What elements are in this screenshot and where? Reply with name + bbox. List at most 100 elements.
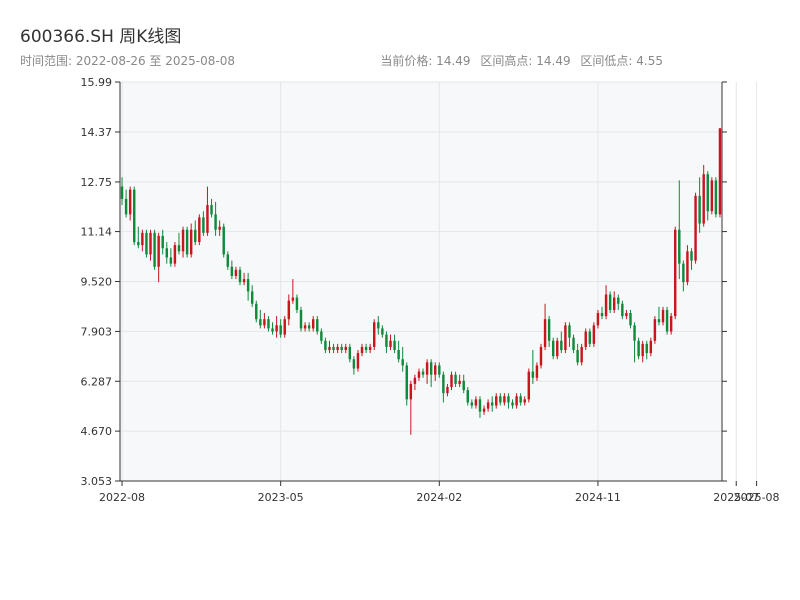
candle	[177, 232, 181, 255]
candle-body	[214, 214, 217, 230]
candle-body	[641, 343, 644, 357]
candle-body	[385, 334, 388, 347]
candle-body	[344, 346, 347, 351]
candle-body	[295, 297, 299, 310]
candle-body	[149, 232, 152, 255]
x-tick-label: 2022-08	[99, 491, 145, 504]
candle	[710, 177, 714, 215]
candle	[238, 266, 242, 286]
candle	[210, 198, 213, 218]
candle	[511, 399, 514, 409]
candle	[287, 294, 291, 326]
candle	[263, 313, 266, 329]
range-high-label: 区间高点: 14.49	[480, 54, 571, 68]
candle	[674, 226, 677, 320]
candle	[535, 362, 539, 381]
candle-body	[657, 319, 661, 323]
candle	[499, 393, 502, 406]
candle	[356, 350, 360, 372]
candle	[242, 272, 246, 286]
candle	[490, 396, 494, 412]
candle	[137, 226, 140, 249]
candle	[377, 316, 380, 335]
candle-body	[153, 232, 156, 267]
candle-body	[120, 186, 124, 199]
candle	[486, 399, 490, 412]
candle	[547, 316, 551, 347]
candle-body	[600, 313, 604, 317]
y-tick-label: 14.37	[81, 126, 113, 139]
candle	[425, 359, 429, 384]
candle-body	[283, 319, 286, 335]
candle-body	[702, 174, 705, 224]
candle	[592, 322, 596, 347]
candle	[352, 356, 356, 375]
candle	[389, 334, 392, 351]
candle	[198, 214, 201, 246]
candle-body	[535, 365, 539, 378]
candle-body	[551, 340, 555, 357]
y-tick-label: 11.14	[81, 226, 113, 239]
candle	[462, 374, 465, 394]
candle	[608, 291, 612, 314]
candle-body	[202, 217, 205, 233]
candle	[604, 285, 608, 320]
x-tick-label: 2024-11	[575, 491, 621, 504]
candle	[482, 405, 486, 415]
candle	[429, 359, 433, 388]
candle	[401, 346, 404, 372]
candle	[149, 229, 152, 261]
candle-body	[246, 279, 250, 292]
candle	[596, 309, 600, 329]
candle	[446, 383, 449, 397]
x-tick-label: 2025-07	[713, 491, 759, 504]
candle	[564, 322, 567, 354]
candle	[474, 396, 478, 409]
candle	[279, 319, 282, 338]
candle-body	[267, 319, 270, 329]
candle-body	[340, 346, 343, 351]
candle	[503, 393, 506, 406]
candle	[612, 291, 616, 314]
y-tick-label: 3.053	[81, 475, 113, 488]
candle-body	[271, 328, 274, 332]
candle-body	[405, 365, 408, 400]
candle	[324, 337, 327, 354]
candle	[328, 340, 331, 354]
grid-lines	[120, 81, 758, 482]
chart-title: 600366.SH 周K线图	[20, 27, 182, 47]
candle-body	[572, 337, 575, 351]
y-tick-label: 12.75	[81, 176, 113, 189]
candle-body	[515, 396, 518, 406]
candle	[145, 229, 148, 258]
candle-body	[320, 331, 323, 341]
candle-body	[189, 229, 193, 255]
candle	[617, 294, 620, 310]
candle	[450, 371, 453, 391]
candle	[621, 300, 624, 320]
candle	[454, 371, 457, 388]
candle	[682, 260, 685, 292]
candle	[669, 313, 673, 335]
candle	[551, 337, 555, 360]
candle-body	[275, 325, 278, 332]
candle-body	[206, 205, 209, 233]
candle	[531, 350, 535, 384]
candle	[299, 306, 303, 332]
candle-body	[604, 294, 608, 317]
candle-body	[226, 254, 230, 267]
candle	[340, 343, 343, 354]
candle-body	[181, 229, 185, 252]
y-tick-label: 15.99	[81, 76, 113, 89]
candle	[718, 128, 722, 218]
candle-body	[665, 309, 669, 332]
candle-body	[381, 328, 384, 335]
y-tick-label: 6.287	[81, 375, 113, 388]
candle-body	[409, 383, 413, 400]
candle	[649, 337, 653, 357]
candle-body	[645, 343, 648, 354]
candle-body	[556, 340, 559, 357]
y-tick-label: 7.903	[81, 325, 113, 338]
candle-body	[661, 309, 665, 323]
